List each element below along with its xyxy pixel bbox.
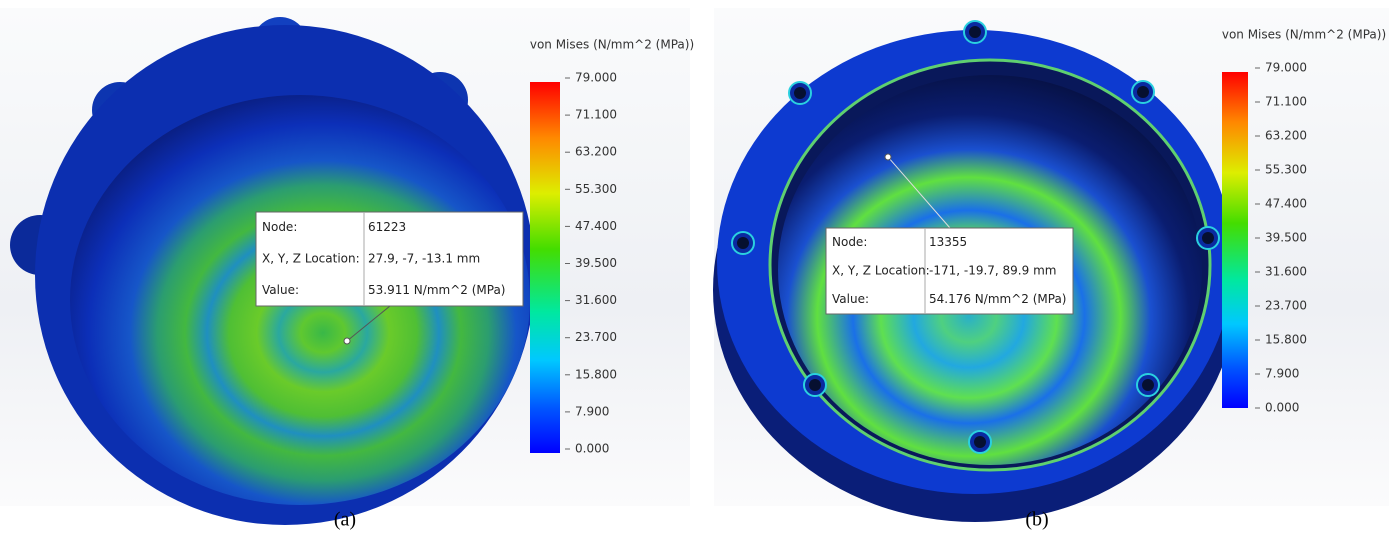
tick-label: 0.000	[575, 442, 609, 456]
hole	[737, 237, 749, 249]
probe-cell: Node:	[832, 235, 867, 249]
probe-cell: Node:	[262, 220, 297, 234]
color-bar	[1222, 72, 1248, 408]
tick-label: 7.900	[1265, 367, 1299, 381]
tick-label: 23.700	[575, 330, 617, 344]
tick-label: 23.700	[1265, 299, 1307, 313]
hole	[1202, 232, 1214, 244]
hole	[809, 379, 821, 391]
probe-cell: X, Y, Z Location:	[262, 252, 360, 266]
legend-title: von Mises (N/mm^2 (MPa))	[1222, 28, 1386, 42]
tick-label: 0.000	[1265, 401, 1299, 415]
probe-cell: Value:	[262, 283, 299, 297]
tick-label: 39.500	[575, 256, 617, 270]
probe-cell: -171, -19.7, 89.9 mm	[929, 264, 1056, 278]
hole	[1142, 379, 1154, 391]
tick-label: 47.400	[575, 219, 617, 233]
figure: von Mises (N/mm^2 (MPa)) 79.000 71.100 63.2…	[0, 0, 1389, 540]
caption: (b)	[1025, 509, 1048, 531]
color-bar	[530, 82, 560, 453]
probe-cell: 13355	[929, 235, 967, 249]
tick-label: 31.600	[1265, 265, 1307, 279]
tick-label: 71.100	[1265, 95, 1307, 109]
hole	[974, 436, 986, 448]
probe-cell: 54.176 N/mm^2 (MPa)	[929, 292, 1066, 306]
tick-label: 55.300	[575, 182, 617, 196]
probe-cell: X, Y, Z Location:	[832, 264, 930, 278]
caption: (a)	[334, 509, 356, 531]
probe-cell: Value:	[832, 292, 869, 306]
tick-label: 71.100	[575, 108, 617, 122]
tick-label: 63.200	[575, 145, 617, 159]
probe-cell: 53.911 N/mm^2 (MPa)	[368, 283, 505, 297]
probe-cell: 27.9, -7, -13.1 mm	[368, 252, 480, 266]
hole	[794, 87, 806, 99]
hole	[969, 26, 981, 38]
probe-point	[885, 154, 891, 160]
tick-label: 47.400	[1265, 197, 1307, 211]
tick-label: 79.000	[1265, 61, 1307, 75]
tick-label: 39.500	[1265, 231, 1307, 245]
tick-label: 15.800	[575, 367, 617, 381]
tick-label: 63.200	[1265, 129, 1307, 143]
tick-label: 15.800	[1265, 333, 1307, 347]
hole	[1137, 86, 1149, 98]
tick-label: 31.600	[575, 293, 617, 307]
tick-label: 55.300	[1265, 163, 1307, 177]
probe-cell: 61223	[368, 220, 406, 234]
tick-label: 79.000	[575, 71, 617, 85]
tick-label: 7.900	[575, 404, 609, 418]
legend-title: von Mises (N/mm^2 (MPa))	[530, 38, 694, 52]
probe-point	[344, 338, 350, 344]
